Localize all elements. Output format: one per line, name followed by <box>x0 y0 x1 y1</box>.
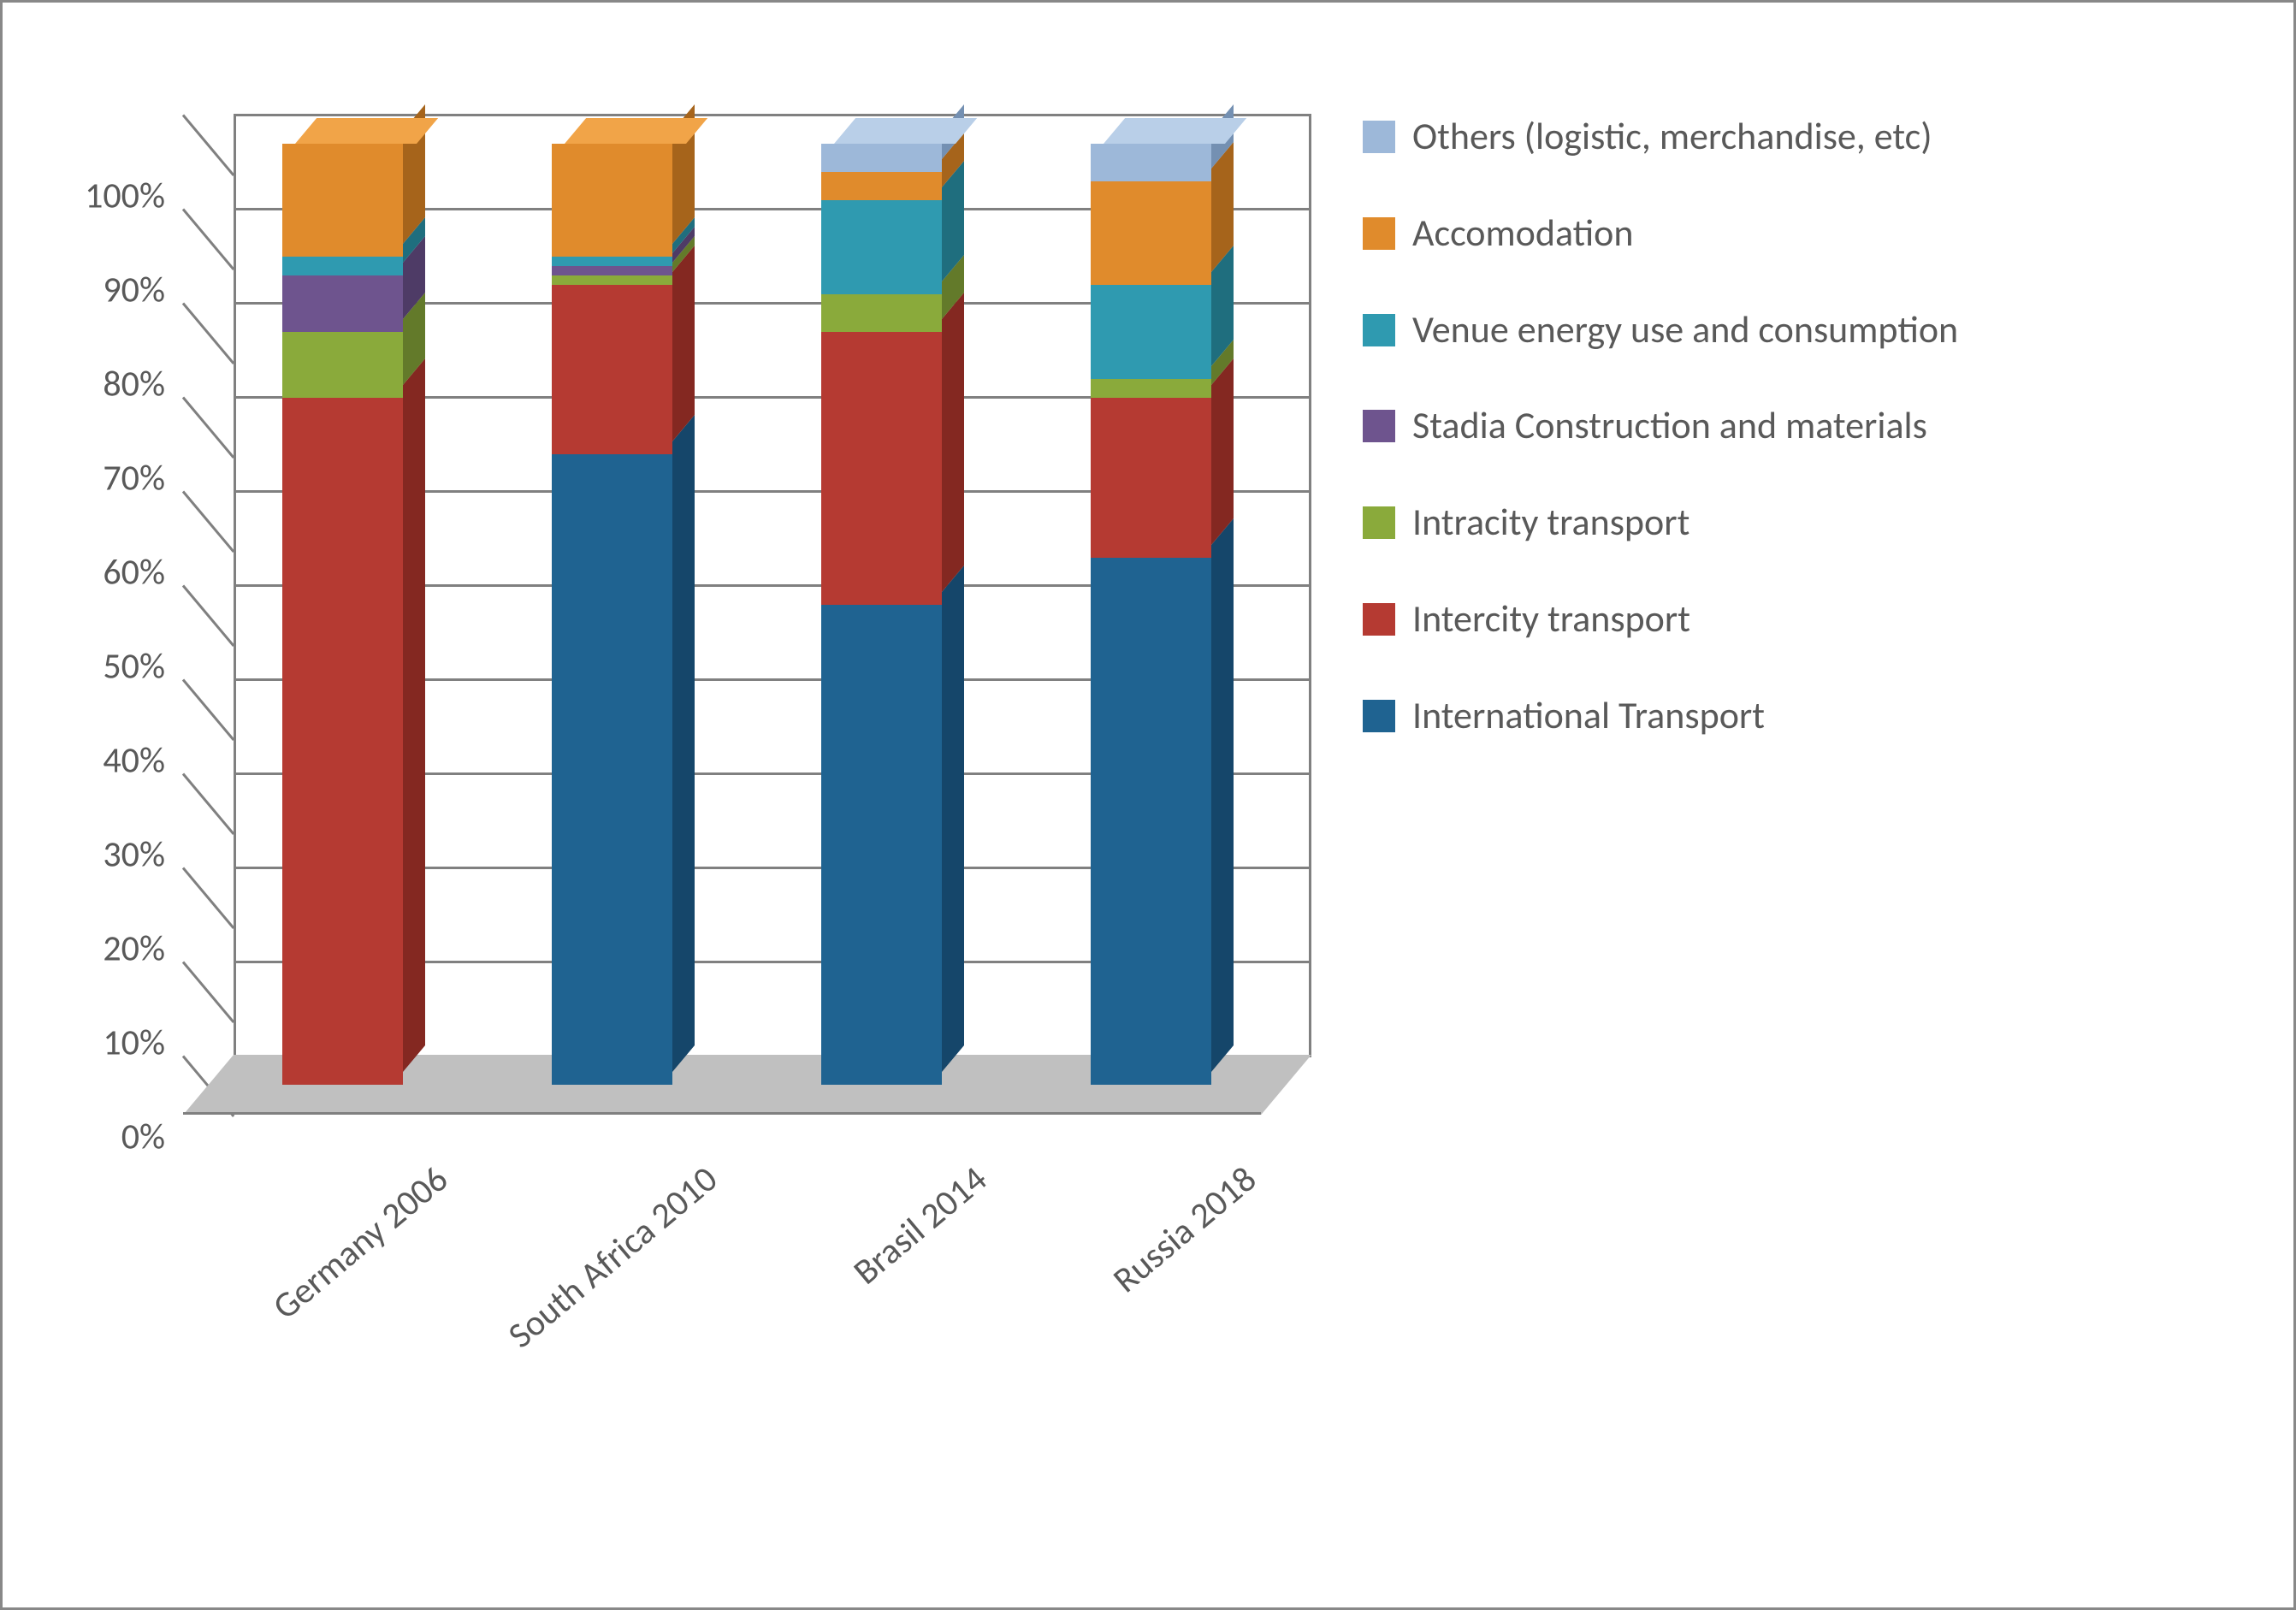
legend-label: Stadia Construction and materials <box>1412 403 1927 448</box>
x-axis-tick-label: South Africa 2010 <box>500 1157 726 1358</box>
legend-item: Intercity transport <box>1363 596 2251 642</box>
legend-swatch <box>1363 314 1395 346</box>
bar-segment <box>552 275 673 285</box>
bar-top-cap <box>834 118 977 144</box>
bar-wrapper <box>552 144 673 1085</box>
y-axis-tick-label: 10% <box>45 1021 165 1065</box>
bar-segment <box>821 332 943 605</box>
bar-segment <box>1091 398 1212 558</box>
bar-segment <box>282 332 404 398</box>
grid-depth-line <box>182 867 234 929</box>
grid-depth-line <box>182 679 234 741</box>
legend-swatch <box>1363 217 1395 250</box>
x-axis-tick-label: Brasil 2014 <box>845 1157 996 1293</box>
bar-segment <box>282 398 404 1085</box>
bar-top-cap <box>1104 118 1246 144</box>
x-axis-tick-label: Russia 2018 <box>1105 1157 1266 1302</box>
bar-segment-side <box>942 293 964 592</box>
legend: Others (logistic, merchandise, etc) Accom… <box>1346 45 2251 1565</box>
legend-item: Venue energy use and consumption <box>1363 307 2251 352</box>
bar-segment-side <box>1211 358 1234 545</box>
bar-segment <box>552 454 673 1085</box>
bar-segment-side <box>672 246 695 441</box>
bar-segment <box>552 285 673 454</box>
bar-segment <box>1091 558 1212 1085</box>
legend-label: Venue energy use and consumption <box>1412 307 1958 352</box>
grid-depth-line <box>182 115 234 176</box>
y-axis-tick-label: 60% <box>45 551 165 595</box>
bar-segment <box>552 144 673 257</box>
bar-segment <box>1091 144 1212 181</box>
y-axis-labels: 0%10%20%30%40%50%60%70%80%90%100% <box>45 114 165 1055</box>
legend-swatch <box>1363 410 1395 442</box>
bar-segment <box>821 172 943 200</box>
grid-depth-line <box>182 962 234 1023</box>
x-axis-labels: Germany 2006South Africa 2010 Brasil 2014… <box>234 1149 1311 1508</box>
bar-top-cap <box>565 118 707 144</box>
legend-item: Stadia Construction and materials <box>1363 403 2251 448</box>
y-axis-tick-label: 50% <box>45 645 165 689</box>
legend-label: Others (logistic, merchandise, etc) <box>1412 114 1932 159</box>
bar-segment-side <box>403 358 425 1072</box>
y-axis-tick-label: 70% <box>45 457 165 500</box>
plot-area <box>234 114 1311 1055</box>
bar-segment <box>821 294 943 332</box>
y-axis-tick-label: 0% <box>45 1116 165 1159</box>
grid-depth-line <box>182 491 234 553</box>
legend-item: International Transport <box>1363 693 2251 738</box>
bar-segment <box>552 266 673 275</box>
bar-segment-side <box>942 565 964 1072</box>
legend-swatch <box>1363 121 1395 153</box>
grid-depth-line <box>182 209 234 270</box>
bar-segment <box>282 257 404 275</box>
bar-wrapper <box>1091 144 1212 1085</box>
x-axis-tick-label: Germany 2006 <box>264 1157 457 1329</box>
y-axis-tick-label: 20% <box>45 927 165 971</box>
bar-segment <box>821 605 943 1085</box>
legend-label: Accomodation <box>1412 210 1633 256</box>
bars-container <box>234 114 1311 1055</box>
legend-swatch <box>1363 603 1395 636</box>
legend-swatch <box>1363 506 1395 539</box>
bar-segment-side <box>672 415 695 1072</box>
grid-depth-line <box>182 303 234 364</box>
bar-segment <box>282 275 404 332</box>
legend-item: Accomodation <box>1363 210 2251 256</box>
grid-depth-line <box>182 585 234 647</box>
bar-segment <box>282 144 404 257</box>
legend-label: Intercity transport <box>1412 596 1690 642</box>
y-axis-tick-label: 30% <box>45 833 165 877</box>
legend-swatch <box>1363 700 1395 732</box>
grid-depth-line <box>182 773 234 835</box>
chart-wrap: 0% 10% 20% 30% 40% 50% 60% 70% 80% 90% 100% German… <box>45 45 2251 1565</box>
legend-label: Intracity transport <box>1412 500 1689 545</box>
bar-segment <box>821 200 943 294</box>
bar-segment-side <box>1211 518 1234 1072</box>
bar-segment <box>1091 285 1212 379</box>
legend-label: International Transport <box>1412 693 1765 738</box>
y-axis-tick-label: 100% <box>45 175 165 218</box>
y-axis-tick-label: 80% <box>45 363 165 406</box>
grid-depth-line <box>182 397 234 459</box>
legend-item: Intracity transport <box>1363 500 2251 545</box>
bar-segment <box>552 257 673 266</box>
chart-frame: 0% 10% 20% 30% 40% 50% 60% 70% 80% 90% 100% German… <box>0 0 2296 1610</box>
bar-segment <box>821 144 943 172</box>
legend-item: Others (logistic, merchandise, etc) <box>1363 114 2251 159</box>
floor-front-line <box>183 1112 1261 1115</box>
y-axis-tick-label: 40% <box>45 739 165 783</box>
bar-top-cap <box>295 118 438 144</box>
bar-segment <box>1091 181 1212 285</box>
bar-wrapper <box>821 144 943 1085</box>
bar-segment <box>1091 379 1212 398</box>
plot-column: 0% 10% 20% 30% 40% 50% 60% 70% 80% 90% 100% German… <box>45 45 1346 1565</box>
bar-wrapper <box>282 144 404 1085</box>
y-axis-tick-label: 90% <box>45 269 165 312</box>
